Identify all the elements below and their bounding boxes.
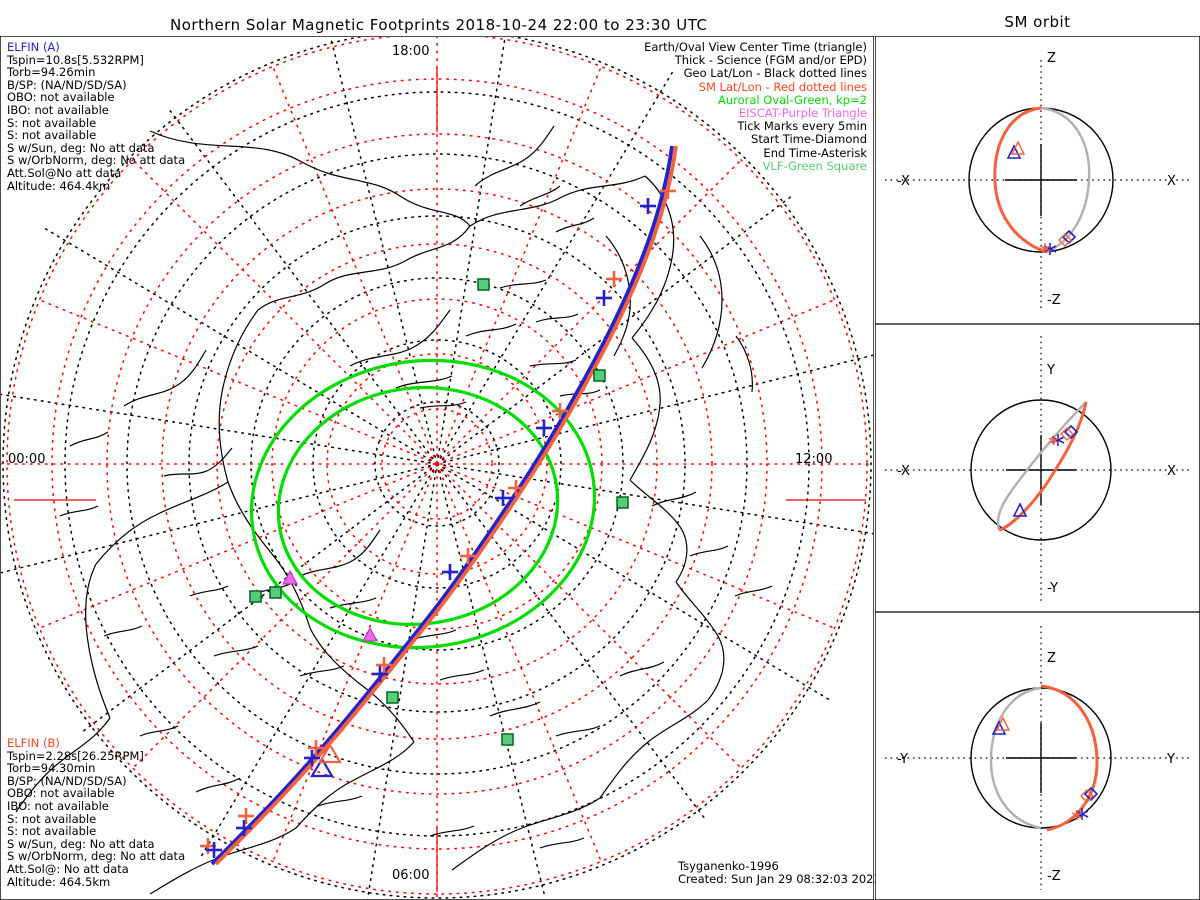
elfin-b-info-block: ELFIN (B) Tspin=2.28s[26.25RPM] Torb=94.…: [7, 737, 185, 888]
legend-item: Tick Marks every 5min: [737, 119, 867, 134]
legend-item: Geo Lat/Lon - Black dotted lines: [683, 66, 867, 81]
elfin-b-track: [214, 145, 678, 866]
legend-item: VLF-Green Square: [762, 158, 867, 173]
sm-axis-label-z-bottom: -Z: [1047, 293, 1061, 308]
view-center-triangle-red: [995, 716, 1011, 731]
legend-item: Earth/Oval View Center Time (triangle): [644, 40, 867, 54]
orbit-track-red: [998, 401, 1088, 532]
legend-item: Thick - Science (FGM and/or EPD): [674, 53, 867, 68]
end-time-asterisk: [1043, 243, 1057, 255]
sm-orbit-panel-yz: [885, 626, 1190, 890]
legend-item: Auroral Oval-Green, kp=2: [717, 92, 867, 107]
elfin-a-line: S w/Sun, deg: No att data: [7, 140, 155, 155]
mlt-label-bottom: 06:00: [392, 868, 430, 883]
view-center-triangle-blue: [1012, 502, 1028, 517]
spacecraft-track-group: [210, 145, 678, 866]
orbit-track-grey: [996, 401, 1087, 531]
sm-axis-label-z-top-3: Z: [1047, 651, 1056, 666]
sm-orbit-border: [875, 36, 1200, 900]
elfin-a-line: S: not available: [7, 128, 97, 143]
auroral-oval: [249, 358, 597, 650]
sm-orbit-title-text: SM orbit: [1004, 13, 1071, 31]
vlf-markers: [249, 278, 629, 746]
orbit-track-grey: [989, 686, 1042, 830]
sm-axis-label-x-left-2: -X: [897, 464, 910, 479]
view-center-triangle-red: [1010, 140, 1026, 155]
elfin-a-line: Att.Sol@No att data: [7, 165, 122, 180]
credits-block: Tsyganenko-1996 Created: Sun Jan 29 08:3…: [678, 860, 881, 885]
start-time-diamond: [1060, 424, 1079, 441]
elfin-b-line: S w/Sun, deg: No att data: [7, 836, 155, 851]
sm-orbit-title: SM orbit: [875, 12, 1200, 31]
footprint-map-panel: 18:00 12:00 06:00 00:00: [0, 36, 874, 900]
elfin-b-line: IBO: not available: [7, 798, 109, 813]
elfin-a-line: B/SP: (NA/ND/SD/SA): [7, 77, 127, 92]
elfin-b-name: ELFIN (B): [7, 736, 60, 750]
sm-orbit-panel-xz: [885, 60, 1190, 308]
footprint-map-svg: [0, 36, 874, 900]
elfin-b-line: OBO: not available: [7, 786, 115, 801]
model-name: Tsyganenko-1996: [678, 859, 779, 873]
elfin-a-info-block: ELFIN (A) Tspin=10.8s[5.532RPM] Torb=94.…: [7, 41, 185, 192]
legend-item: End Time-Asterisk: [763, 145, 867, 160]
sm-orbit-panels: X -X Z -Z: [875, 36, 1200, 900]
sm-axis-label-z-bottom-3: -Z: [1047, 869, 1061, 884]
legend-item: SM Lat/Lon - Red dotted lines: [698, 79, 867, 94]
elfin-a-line: S: not available: [7, 115, 97, 130]
earth-circle: [970, 399, 1112, 541]
elfin-a-line: OBO: not available: [7, 90, 115, 105]
elfin-a-line: IBO: not available: [7, 102, 109, 117]
elfin-b-line: S: not available: [7, 811, 97, 826]
sm-axis-label-x-left: -X: [897, 174, 910, 189]
elfin-b-line: S: not available: [7, 824, 97, 839]
elfin-a-tick-marks: [206, 198, 656, 858]
sm-axis-label-z-top: Z: [1047, 51, 1056, 66]
sm-grid: [1, 37, 873, 899]
elfin-a-line: Altitude: 464.4km: [7, 178, 111, 193]
elfin-a-line: Tspin=10.8s[5.532RPM]: [7, 52, 144, 67]
map-legend: Earth/Oval View Center Time (triangle) T…: [440, 40, 867, 173]
view-center-triangles: [310, 742, 342, 778]
coastlines: [15, 125, 773, 895]
sm-axis-label-x-right-2: X: [1167, 464, 1176, 479]
legend-item: EISCAT-Purple Triangle: [738, 106, 867, 121]
elfin-a-line: S w/OrbNorm, deg: No att data: [7, 153, 186, 168]
page-title: Northern Solar Magnetic Footprints 2018-…: [170, 16, 708, 34]
legend-item: Start Time-Diamond: [751, 132, 867, 147]
mlt-label-left: 00:00: [8, 452, 46, 467]
elfin-b-line: Altitude: 464.5km: [7, 874, 111, 889]
orbit-track-red: [1040, 684, 1099, 832]
sm-axis-label-y-left: -Y: [897, 752, 908, 767]
elfin-b-line: S w/OrbNorm, deg: No att data: [7, 849, 186, 864]
eiscat-markers: [282, 569, 378, 642]
sm-axis-label-y-bottom: -Y: [1047, 581, 1058, 596]
elfin-b-line: Torb=94.30min: [7, 761, 96, 776]
sm-axis-label-x-right: X: [1167, 174, 1176, 189]
sm-orbit-svg: X -X Z -Z: [875, 36, 1200, 900]
elfin-a-name: ELFIN (A): [7, 40, 60, 54]
view-center-triangle-blue: [1006, 144, 1022, 159]
elfin-b-tick-marks: [200, 183, 676, 854]
elfin-b-line: Att.Sol@: No att data: [7, 861, 129, 876]
geo-grid: [1, 37, 873, 899]
elfin-a-track: [210, 145, 674, 866]
mlt-label-right: 12:00: [795, 452, 833, 467]
mlt-axis-lines: [14, 66, 866, 892]
sm-axis-label-y-top: Y: [1046, 363, 1055, 378]
sm-axis-label-y-right: Y: [1166, 752, 1175, 767]
start-time-diamond: [1080, 786, 1099, 803]
elfin-b-line: Tspin=2.28s[26.25RPM]: [7, 748, 144, 763]
sm-orbit-panel-xy: [885, 336, 1190, 602]
mlt-label-top: 18:00: [392, 44, 430, 59]
created-timestamp: Created: Sun Jan 29 08:32:03 2023: [678, 871, 881, 886]
orbit-track-red: [993, 106, 1048, 254]
elfin-b-line: B/SP: (NA/ND/SD/SA): [7, 773, 127, 788]
elfin-a-line: Torb=94.26min: [7, 65, 96, 80]
orbit-track-grey: [1040, 106, 1091, 254]
view-center-triangle-blue: [991, 720, 1007, 735]
start-time-diamond: [1058, 229, 1077, 247]
